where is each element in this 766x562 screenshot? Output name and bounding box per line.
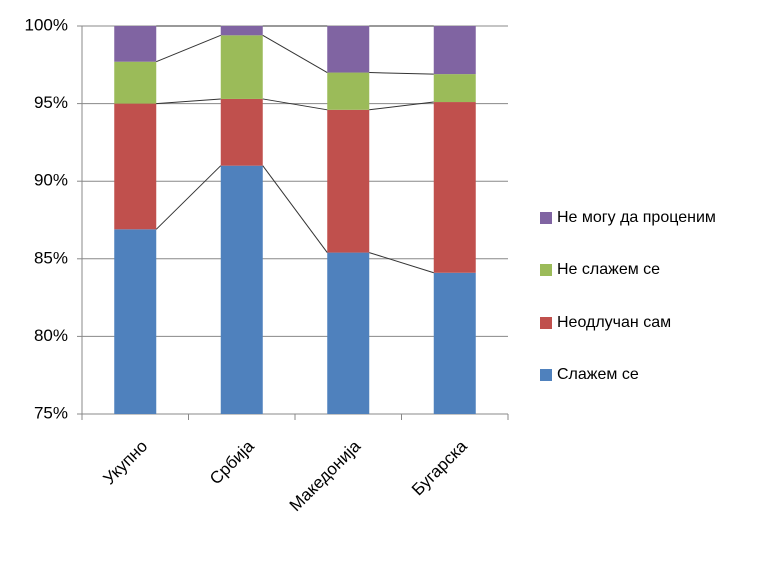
series-line <box>369 101 434 111</box>
series-line <box>155 165 222 230</box>
bar-segment <box>327 109 370 253</box>
x-tick-label: Укупно <box>99 437 151 489</box>
legend-swatch <box>540 212 552 224</box>
y-tick-label: 95% <box>34 93 68 112</box>
x-label-group: Бугарска <box>408 436 471 499</box>
x-tick-label: Бугарска <box>408 436 471 499</box>
bar-segment <box>327 72 370 110</box>
series-line <box>262 34 328 73</box>
x-tick-label: Македонија <box>286 436 365 515</box>
series-line <box>156 34 221 63</box>
legend-swatch <box>540 369 552 381</box>
series-line <box>369 72 434 75</box>
series-line <box>156 98 221 105</box>
bar-segment <box>114 229 157 414</box>
bar-segment <box>433 26 476 75</box>
bar-segment <box>433 102 476 273</box>
y-tick-label: 85% <box>34 248 68 267</box>
x-label-group: Македонија <box>286 436 365 515</box>
bar-segment <box>433 74 476 103</box>
x-label-group: Укупно <box>99 437 151 489</box>
legend-label: Не слажем се <box>557 261 660 278</box>
series-line <box>262 165 328 253</box>
legend-swatch <box>540 317 552 329</box>
bar-segment <box>433 272 476 414</box>
bar-segment <box>220 165 263 414</box>
y-tick-label: 100% <box>25 15 68 34</box>
bar-segment <box>114 103 157 230</box>
y-tick-label: 90% <box>34 171 68 190</box>
y-tick-label: 75% <box>34 403 68 422</box>
series-line <box>262 98 328 111</box>
series-line <box>369 252 434 274</box>
bar-segment <box>114 26 157 62</box>
legend-swatch <box>540 264 552 276</box>
x-label-group: Србија <box>206 436 258 488</box>
legend-label: Слажем се <box>557 366 639 383</box>
bar-segment <box>327 26 370 73</box>
bar-segment <box>327 252 370 414</box>
bar-segment <box>220 26 263 36</box>
y-tick-label: 80% <box>34 326 68 345</box>
bar-segment <box>220 35 263 99</box>
bar-segment <box>220 98 263 166</box>
x-tick-label: Србија <box>206 436 258 488</box>
legend-label: Не могу да проценим <box>557 209 716 226</box>
legend-label: Неодлучан сам <box>557 314 671 331</box>
bar-segment <box>114 61 157 104</box>
